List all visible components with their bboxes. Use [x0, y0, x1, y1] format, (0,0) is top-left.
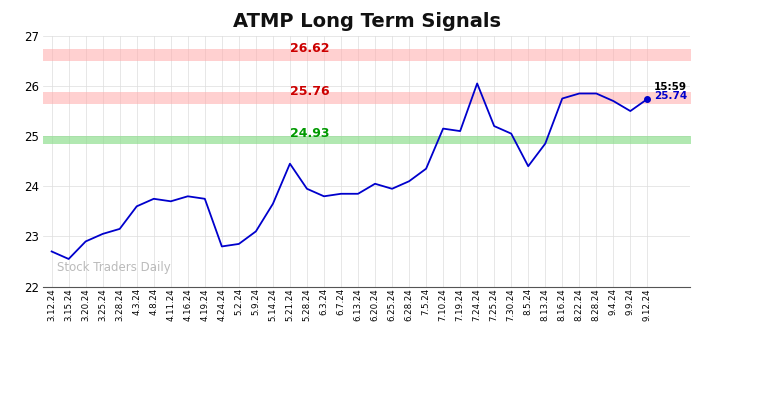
Text: 25.76: 25.76 [290, 86, 329, 98]
Text: 25.74: 25.74 [654, 91, 688, 101]
Text: 26.62: 26.62 [290, 42, 329, 55]
Text: 24.93: 24.93 [290, 127, 329, 140]
Title: ATMP Long Term Signals: ATMP Long Term Signals [233, 12, 500, 31]
Text: Stock Traders Daily: Stock Traders Daily [56, 261, 170, 273]
Text: 15:59: 15:59 [654, 82, 687, 92]
